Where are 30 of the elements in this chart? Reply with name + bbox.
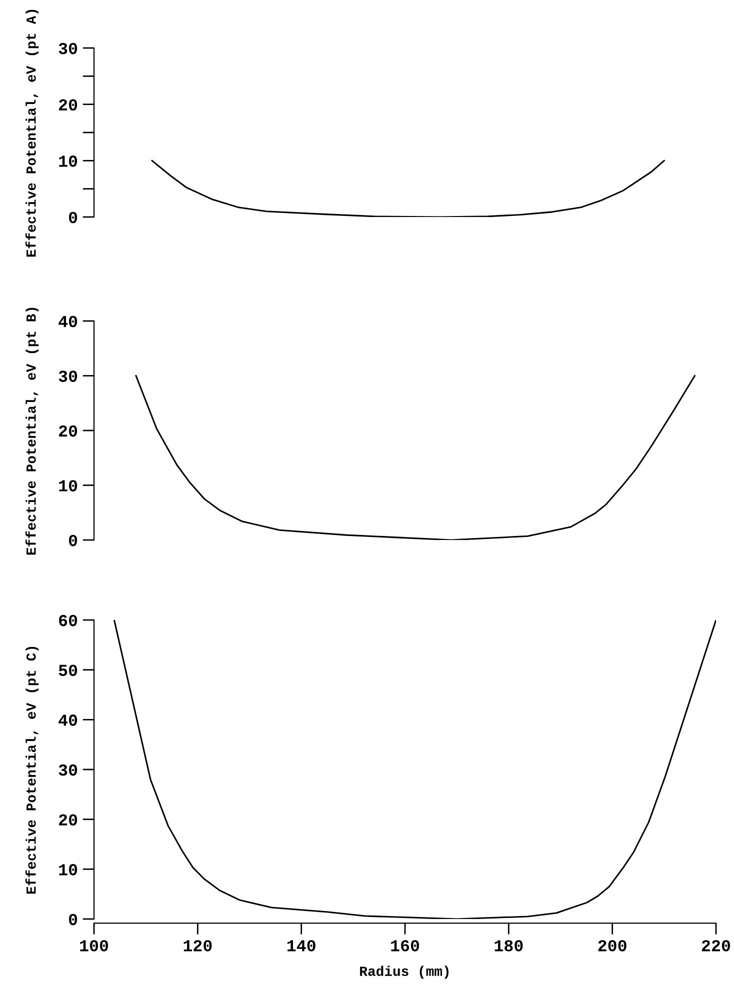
y-tick-label: 10: [59, 864, 78, 876]
y-tick-label: 10: [59, 156, 78, 167]
x-tick-label: 220: [702, 940, 730, 952]
y-tick-label: 30: [58, 764, 78, 776]
y-tick-label: 30: [58, 42, 78, 54]
y-tick-label: 0: [68, 534, 78, 546]
y-axis-title: Effective Potential, eV (pt C): [25, 646, 39, 894]
x-axis-title: Radius (mm): [360, 966, 449, 979]
y-tick-label: 30: [58, 370, 78, 382]
line-series: [135, 374, 696, 540]
line-series: [113, 620, 716, 919]
y-tick-label: 20: [59, 814, 78, 826]
y-tick-label: 40: [58, 714, 78, 726]
x-tick-label: 180: [494, 940, 523, 952]
y-tick-label: 20: [59, 425, 78, 437]
y-tick-label: 0: [68, 914, 78, 926]
y-tick-label: 40: [58, 316, 78, 328]
x-tick-label: 200: [598, 940, 626, 952]
y-axis-title: Effective Potential, eV (pt A): [25, 10, 39, 257]
y-axis-title: Effective Potential, eV (pt B): [25, 308, 39, 555]
y-tick-label: 0: [68, 212, 78, 224]
x-tick-label: 120: [184, 940, 212, 952]
line-series: [151, 160, 665, 217]
y-tick-label: 50: [58, 664, 78, 676]
x-tick-label: 160: [391, 940, 420, 952]
x-tick-label: 100: [80, 940, 108, 952]
y-tick-label: 60: [59, 614, 78, 626]
y-tick-label: 20: [59, 99, 78, 111]
y-tick-label: 10: [59, 480, 78, 492]
x-tick-label: 140: [287, 940, 316, 952]
